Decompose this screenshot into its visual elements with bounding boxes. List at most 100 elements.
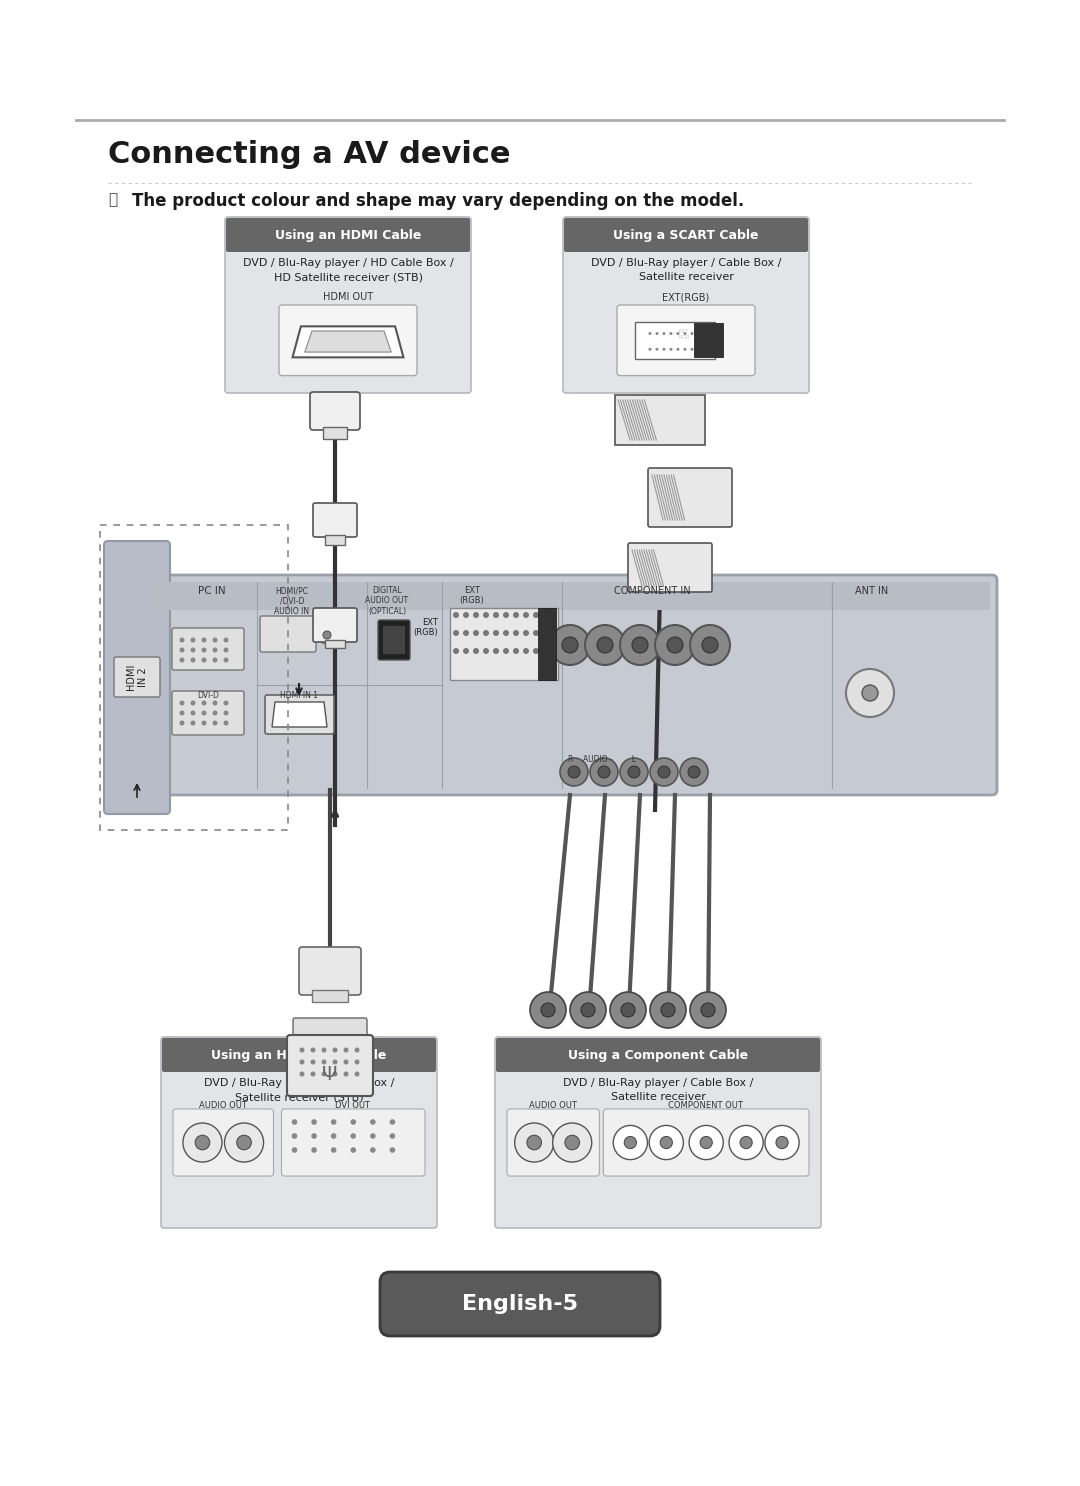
FancyBboxPatch shape [282, 1109, 426, 1175]
Circle shape [322, 1048, 326, 1052]
Circle shape [202, 637, 206, 642]
Circle shape [492, 612, 499, 618]
Circle shape [765, 1125, 799, 1159]
Text: Using a SCART Cable: Using a SCART Cable [613, 229, 759, 242]
Circle shape [585, 626, 625, 666]
Circle shape [581, 1003, 595, 1016]
Circle shape [700, 1137, 713, 1149]
Bar [538, 608, 556, 681]
Circle shape [660, 1137, 673, 1149]
Circle shape [311, 1119, 316, 1125]
Circle shape [179, 637, 185, 642]
Circle shape [661, 1003, 675, 1016]
Text: The product colour and shape may vary depending on the model.: The product colour and shape may vary de… [132, 192, 744, 210]
Circle shape [224, 721, 229, 725]
Circle shape [650, 758, 678, 786]
Circle shape [179, 710, 185, 715]
FancyBboxPatch shape [563, 217, 809, 392]
Circle shape [667, 637, 683, 652]
FancyBboxPatch shape [299, 947, 361, 996]
FancyBboxPatch shape [173, 1109, 273, 1175]
Circle shape [712, 331, 715, 334]
Circle shape [224, 657, 229, 663]
Circle shape [689, 1125, 724, 1159]
Circle shape [534, 612, 539, 618]
Circle shape [330, 1134, 337, 1138]
Circle shape [183, 1123, 222, 1162]
Circle shape [202, 700, 206, 706]
Circle shape [224, 710, 229, 715]
Text: R    AUDIO -        L: R AUDIO - L [568, 755, 636, 764]
Circle shape [322, 1071, 326, 1076]
Polygon shape [305, 331, 391, 352]
Circle shape [224, 700, 229, 706]
Text: Ψ: Ψ [322, 1065, 338, 1085]
Polygon shape [615, 395, 705, 444]
Circle shape [527, 1135, 541, 1150]
Text: EXT
(RGB): EXT (RGB) [414, 618, 438, 637]
Circle shape [670, 348, 673, 351]
Circle shape [213, 648, 217, 652]
Circle shape [543, 630, 549, 636]
FancyBboxPatch shape [617, 305, 755, 376]
Circle shape [370, 1147, 376, 1153]
Bar [312, 990, 348, 1002]
FancyBboxPatch shape [604, 1109, 809, 1175]
Circle shape [190, 648, 195, 652]
Text: HDMI IN 1: HDMI IN 1 [280, 691, 318, 700]
Circle shape [311, 1048, 315, 1052]
Circle shape [311, 1060, 315, 1064]
Circle shape [330, 1147, 337, 1153]
FancyBboxPatch shape [293, 1018, 367, 1040]
Circle shape [190, 700, 195, 706]
Circle shape [350, 1134, 356, 1138]
Circle shape [570, 993, 606, 1028]
FancyBboxPatch shape [104, 541, 170, 814]
Polygon shape [293, 327, 404, 357]
Circle shape [712, 348, 715, 351]
Circle shape [492, 648, 499, 654]
Circle shape [213, 700, 217, 706]
FancyBboxPatch shape [380, 1272, 660, 1336]
Circle shape [565, 1135, 580, 1150]
Circle shape [224, 648, 229, 652]
Circle shape [343, 1060, 349, 1064]
Circle shape [729, 1125, 764, 1159]
Circle shape [463, 630, 469, 636]
Circle shape [292, 1119, 297, 1125]
Circle shape [620, 758, 648, 786]
Bar [694, 324, 724, 357]
Circle shape [195, 1135, 210, 1150]
Circle shape [534, 648, 539, 654]
Circle shape [202, 657, 206, 663]
Circle shape [370, 1119, 376, 1125]
Circle shape [621, 1003, 635, 1016]
Circle shape [704, 331, 707, 334]
Circle shape [299, 1071, 305, 1076]
Circle shape [702, 637, 718, 652]
FancyBboxPatch shape [172, 691, 244, 736]
Circle shape [620, 626, 660, 666]
Text: DVD / Blu-Ray player / Cable Box /: DVD / Blu-Ray player / Cable Box / [204, 1077, 394, 1088]
Text: EXT
RGB: EXT RGB [678, 328, 690, 340]
Text: DVD / Blu-Ray player / Cable Box /: DVD / Blu-Ray player / Cable Box / [591, 259, 781, 267]
FancyBboxPatch shape [172, 629, 244, 670]
Circle shape [179, 648, 185, 652]
Text: HDMI/PC
/DVI-D
AUDIO IN: HDMI/PC /DVI-D AUDIO IN [274, 585, 310, 615]
Circle shape [698, 348, 701, 351]
FancyBboxPatch shape [279, 305, 417, 376]
Circle shape [292, 1134, 297, 1138]
Circle shape [701, 1003, 715, 1016]
Circle shape [473, 612, 480, 618]
Circle shape [190, 637, 195, 642]
Circle shape [311, 1147, 316, 1153]
FancyBboxPatch shape [226, 218, 470, 253]
Text: Connecting a AV device: Connecting a AV device [108, 140, 511, 169]
Circle shape [354, 1060, 360, 1064]
Text: DIGITAL
AUDIO OUT
(OPTICAL): DIGITAL AUDIO OUT (OPTICAL) [365, 585, 408, 615]
Circle shape [740, 1137, 753, 1149]
Text: Using an HDMI Cable: Using an HDMI Cable [274, 229, 421, 242]
Text: Ⓝ: Ⓝ [108, 192, 117, 207]
Bar [635, 321, 715, 360]
Circle shape [333, 1060, 337, 1064]
